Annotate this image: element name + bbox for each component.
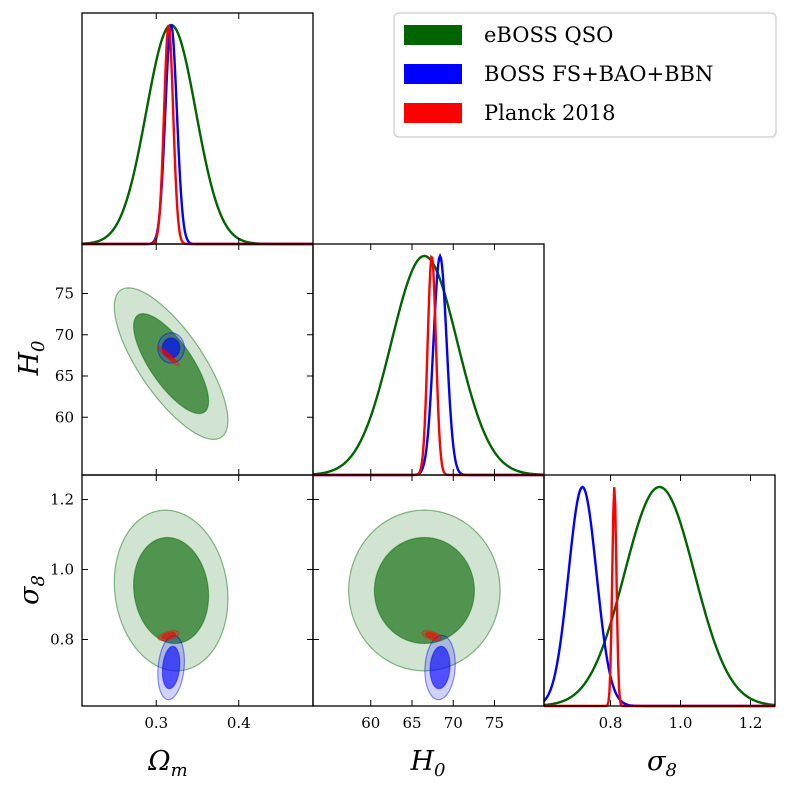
y-tick-label-1-3: 75: [55, 285, 74, 303]
marginal-boss-fs-bao-bbn-2: [543, 485, 775, 708]
marginal-eboss-qso-1: [312, 254, 545, 476]
contour-fills: [113, 287, 501, 701]
marginal-eboss-qso-2: [543, 485, 776, 707]
y-axis-title-sigma-8: σ8: [14, 575, 49, 605]
y-tick-label-1-1: 65: [55, 367, 74, 385]
legend-swatch-planck: [404, 103, 462, 123]
y-tick-label-1-0: 60: [55, 408, 74, 426]
x-axis-title-sigma-8: σ8: [647, 746, 677, 781]
x-tick-label-2-2: 1.2: [739, 714, 763, 732]
x-axis-title-h0: H0: [410, 746, 446, 781]
y-tick-label-2-1: 1.0: [50, 561, 74, 579]
panel-frame-00: [81, 12, 314, 245]
legend-label-planck: Planck 2018: [484, 101, 616, 125]
contour-planck-2018-68-p20: [161, 631, 177, 640]
contour-eboss-qso-68-p10: [132, 313, 210, 415]
legend-swatch-boss: [404, 64, 462, 84]
legend-box: [393, 12, 777, 138]
tick-labels: 0.3 0.4 60 65 70 75 0.8 1.0 1.2 60 65 70 75 0.8 1.0 1.2: [50, 285, 762, 733]
x-tick-label-1-0: 60: [361, 714, 380, 732]
x-axis-title-omega-m: Ωm: [147, 746, 187, 781]
contour-planck-2018-68-p10: [161, 349, 177, 364]
contour-boss-fs-bao-bbn-68-p21: [429, 645, 451, 690]
y-tick-label-2-2: 1.2: [50, 491, 74, 509]
x-tick-label-0-0: 0.3: [144, 714, 168, 732]
contour-eboss-qso-68-p21: [373, 536, 475, 645]
y-tick-label-2-0: 0.8: [50, 631, 74, 649]
x-tick-label-0-1: 0.4: [227, 714, 251, 732]
contour-boss-fs-bao-bbn-68-p20: [161, 645, 181, 690]
marginal-planck-2018-0: [82, 24, 313, 246]
x-tick-label-1-3: 75: [485, 714, 504, 732]
panel-frame-22: [543, 474, 776, 707]
y-axis-title-h0: H0: [14, 341, 49, 377]
legend-swatch-eboss-qso: [404, 25, 462, 45]
legend-label-boss: BOSS FS+BAO+BBN: [484, 62, 713, 86]
legend-label-eboss-qso: eBOSS QSO: [484, 23, 613, 47]
x-tick-label-2-1: 1.0: [669, 714, 693, 732]
x-tick-label-2-0: 0.8: [599, 714, 623, 732]
x-tick-label-1-2: 70: [444, 714, 463, 732]
x-tick-label-1-1: 65: [402, 714, 421, 732]
contour-planck-2018-68-p21: [424, 631, 439, 640]
marginal-boss-fs-bao-bbn-0: [82, 23, 313, 246]
marginal-planck-2018-2: [544, 487, 775, 708]
y-tick-label-1-2: 70: [55, 326, 74, 344]
marginal-planck-2018-1: [313, 254, 544, 477]
tick-marks: [82, 13, 751, 706]
panel-frames: [81, 12, 776, 707]
contour-eboss-qso-68-p20: [132, 536, 210, 645]
legend: eBOSS QSO BOSS FS+BAO+BBN Planck 2018: [393, 12, 777, 138]
marginal-eboss-qso-0: [81, 23, 313, 246]
